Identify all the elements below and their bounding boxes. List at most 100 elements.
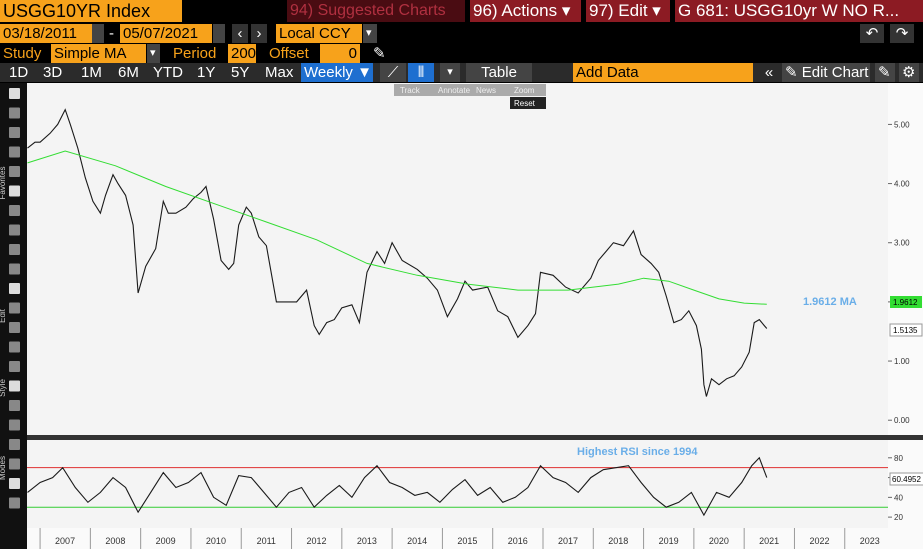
collapse-button[interactable]: « bbox=[764, 64, 774, 81]
tool-icon bbox=[9, 263, 20, 275]
edit-menu[interactable]: 97) Edit ▾ bbox=[586, 0, 670, 22]
range-button[interactable]: 3D bbox=[43, 64, 63, 81]
calendar-icon[interactable] bbox=[92, 24, 104, 43]
x-tick-label: 2022 bbox=[809, 536, 829, 546]
actions-menu[interactable]: 96) Actions ▾ bbox=[470, 0, 581, 22]
dropdown[interactable]: ▾ bbox=[363, 24, 377, 43]
x-tick-label: 2011 bbox=[257, 536, 276, 546]
dropdown[interactable]: ▾ bbox=[147, 44, 160, 63]
overlay-toolbar bbox=[394, 84, 546, 96]
overlay-tool: News bbox=[476, 86, 496, 95]
tool-icon bbox=[9, 341, 20, 353]
y-tick-label: 20 bbox=[894, 513, 903, 522]
x-tick-label: 2021 bbox=[759, 536, 779, 546]
end-date[interactable]: 05/07/2021 bbox=[120, 24, 212, 43]
y-tick-label: 80 bbox=[894, 454, 903, 463]
currency-field[interactable]: Local CCY bbox=[276, 24, 362, 43]
date-dash: - bbox=[109, 25, 114, 42]
side-label: Favorites bbox=[0, 167, 7, 200]
overlay-tool: Zoom bbox=[514, 86, 535, 95]
pen-icon[interactable]: ✎ bbox=[373, 45, 386, 62]
range-button[interactable]: 5Y bbox=[231, 64, 250, 81]
x-tick-label: 2014 bbox=[407, 536, 427, 546]
suggested-charts[interactable]: 94) Suggested Charts bbox=[287, 0, 465, 22]
y-tick-label: 1.00 bbox=[894, 357, 910, 366]
tool-icon bbox=[9, 478, 20, 489]
y-tick-label: 3.00 bbox=[894, 239, 910, 248]
undo-button[interactable]: ↶ bbox=[860, 24, 884, 43]
last-value-label: 1.5135 bbox=[893, 326, 918, 335]
study-label: Study bbox=[3, 45, 42, 62]
frequency-button[interactable]: Weekly ▼ bbox=[301, 63, 373, 82]
tool-icon bbox=[9, 244, 20, 255]
tool-icon bbox=[9, 302, 20, 314]
offset-field[interactable]: 0 bbox=[320, 44, 360, 63]
line-icon[interactable]: ⟋ bbox=[380, 63, 406, 82]
tool-icon bbox=[9, 146, 20, 158]
x-tick-label: 2015 bbox=[457, 536, 477, 546]
edit-chart-button[interactable]: ✎ Edit Chart bbox=[782, 63, 870, 82]
tool-icon bbox=[9, 400, 20, 411]
bar-icon[interactable]: ⫴ bbox=[408, 63, 434, 82]
tool-icon bbox=[9, 497, 20, 509]
rsi-panel bbox=[27, 440, 888, 528]
settings-icon[interactable]: ⚙ bbox=[899, 63, 919, 82]
tool-icon bbox=[9, 205, 20, 216]
y-tick-label: 4.00 bbox=[894, 180, 910, 189]
range-button[interactable]: YTD bbox=[153, 64, 183, 81]
x-tick-label: 2008 bbox=[105, 536, 125, 546]
series-line bbox=[27, 150, 767, 305]
prev-button[interactable]: ‹ bbox=[232, 24, 248, 43]
tool-icon bbox=[9, 88, 20, 99]
tool-icon bbox=[9, 185, 20, 197]
offset-label: Offset bbox=[269, 45, 309, 62]
reset-button[interactable] bbox=[510, 97, 546, 109]
x-tick-label: 2009 bbox=[156, 536, 176, 546]
tool-icon bbox=[9, 283, 20, 294]
security-field[interactable]: USGG10YR Index bbox=[0, 0, 182, 22]
x-tick-label: 2020 bbox=[709, 536, 729, 546]
start-date[interactable]: 03/18/2011 bbox=[0, 24, 92, 43]
chart: Reset Track Annotate News Zoom Favorites Edit… bbox=[0, 83, 923, 549]
tool-icon bbox=[9, 166, 20, 177]
x-tick-label: 2019 bbox=[659, 536, 679, 546]
x-axis bbox=[27, 528, 923, 549]
y-tick-label: 40 bbox=[894, 493, 903, 502]
x-tick-label: 2013 bbox=[357, 536, 377, 546]
dropdown[interactable]: ▾ bbox=[440, 63, 460, 82]
side-label: Style bbox=[0, 379, 7, 397]
redo-button[interactable]: ↷ bbox=[890, 24, 914, 43]
table-button[interactable]: Table bbox=[466, 63, 532, 82]
range-button[interactable]: Max bbox=[265, 64, 294, 81]
range-button[interactable]: 1D bbox=[9, 64, 29, 81]
x-tick-label: 2010 bbox=[206, 536, 226, 546]
add-data-field[interactable]: Add Data bbox=[573, 63, 753, 82]
calendar-icon[interactable] bbox=[213, 24, 225, 43]
edit-icon[interactable]: ✎ bbox=[875, 63, 895, 82]
x-tick-label: 2017 bbox=[558, 536, 578, 546]
panel-divider bbox=[27, 435, 923, 440]
series-line bbox=[27, 456, 768, 517]
range-button[interactable]: 6M bbox=[118, 64, 139, 81]
side-label: Edit bbox=[0, 308, 7, 323]
tool-icon bbox=[9, 107, 20, 119]
edit-chart-label: Edit Chart bbox=[801, 64, 869, 81]
tool-icon bbox=[9, 127, 20, 138]
tool-icon bbox=[9, 322, 20, 333]
reset-label: Reset bbox=[514, 99, 536, 108]
last-value-label: 1.9612 bbox=[893, 298, 918, 307]
last-value-box bbox=[890, 296, 922, 308]
tool-icon bbox=[9, 361, 20, 372]
side-label: Modes bbox=[0, 456, 7, 480]
x-tick-label: 2018 bbox=[608, 536, 628, 546]
series-line bbox=[27, 108, 768, 397]
overlay-tool: Track bbox=[400, 86, 421, 95]
range-button[interactable]: 1Y bbox=[197, 64, 216, 81]
tool-icon bbox=[9, 458, 20, 470]
period-field[interactable]: 200 bbox=[228, 44, 256, 63]
study-field[interactable]: Simple MA bbox=[51, 44, 146, 63]
range-button[interactable]: 1M bbox=[81, 64, 102, 81]
next-button[interactable]: › bbox=[251, 24, 267, 43]
last-value-label: 60.4952 bbox=[892, 475, 921, 484]
